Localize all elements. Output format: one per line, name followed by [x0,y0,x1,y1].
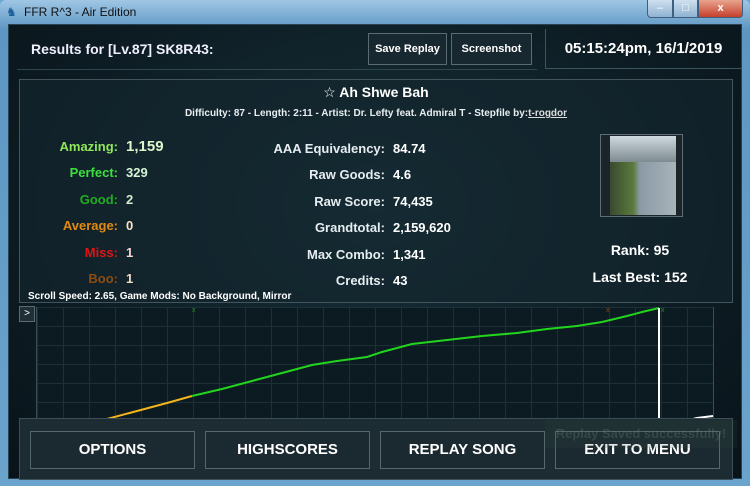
graph-line-early [36,395,193,432]
options-button[interactable]: OPTIONS [30,431,195,469]
stat-value: 43 [393,273,408,288]
window-title: FFR R^3 - Air Edition [24,5,137,19]
stat-label: Raw Goods: [309,167,385,183]
judgement-label: Perfect: [69,165,118,181]
stat-value: 2,159,620 [393,220,451,236]
title-bar: ♞ FFR R^3 - Air Edition – □ x [0,0,750,24]
song-meta: Difficulty: 87 - Length: 2:11 - Artist: … [20,108,732,119]
toast-message: Replay Saved successfully! [545,420,737,448]
judgement-value: 1 [126,271,134,286]
stat-row: Raw Goods: 4.6 [20,166,411,184]
miss-marker: x [192,307,196,314]
score-graph-svg: x x x [36,307,714,433]
judgement-label: Average: [62,218,118,234]
results-panel: ☆ Ah Shwe Bah Difficulty: 87 - Length: 2… [19,79,733,303]
stat-value: 1,341 [393,246,426,262]
bottom-bar: OPTIONS HIGHSCORES REPLAY SONG EXIT TO M… [19,418,733,480]
stat-label: AAA Equivalency: [273,141,386,156]
stat-row: Max Combo: 1,341 [20,246,426,264]
stepfile-author-link[interactable]: t-rogdor [528,108,568,119]
stat-row: Credits: 43 [20,272,408,290]
stat-value: 74,435 [393,193,433,209]
game-mods: Scroll Speed: 2.65, Game Mods: No Backgr… [28,291,292,302]
stat-value: 84.74 [393,141,426,156]
stat-row: Raw Score: 74,435 [20,193,433,211]
datetime: 05:15:24pm, 16/1/2019 [545,29,741,69]
highscores-button[interactable]: HIGHSCORES [205,431,370,469]
graph-line-main [191,307,660,397]
page-title: Results for [Lv.87] SK8R43: [31,41,214,57]
judgement-label: Miss: [84,244,118,260]
judgement-miss: Miss: 1 [20,244,133,262]
judgement-value: 1 [126,244,134,260]
divider [17,69,537,70]
stat-label: Max Combo: [307,246,385,262]
avatar [600,134,683,217]
close-button[interactable]: x [698,0,743,18]
stat-label: Credits: [335,273,385,288]
judgement-value: 1,159 [126,138,164,155]
screenshot-button[interactable]: Screenshot [451,33,532,65]
judgement-label: Good: [79,191,118,207]
judgement-label: Boo: [88,271,118,286]
judgement-amazing: Amazing: 1,159 [20,138,164,156]
app-icon: ♞ [6,5,17,19]
judgement-good: Good: 2 [20,191,134,209]
replay-song-button[interactable]: REPLAY SONG [380,431,545,469]
song-title: Ah Shwe Bah [339,84,429,100]
expand-graph-button[interactable]: > [19,306,35,322]
stat-value: 4.6 [393,167,412,183]
stat-row: AAA Equivalency: 84.74 [20,140,426,158]
save-replay-button[interactable]: Save Replay [368,33,447,65]
song-meta-text: Difficulty: 87 - Length: 2:11 - Artist: … [184,108,529,119]
stat-label: Raw Score: [314,193,385,209]
rank: Rank: 95 [610,242,670,258]
judgement-value: 2 [126,191,134,207]
minimize-button[interactable]: – [647,0,673,18]
judgement-boo: Boo: 1 [20,270,133,288]
judgement-label: Amazing: [59,139,119,154]
graph-line-end [658,308,714,433]
avatar-image-sky [610,136,676,162]
judgement-average: Average: 0 [20,217,133,235]
judgement-value: 0 [126,218,134,234]
judgement-value: 329 [126,165,148,181]
last-best: Last Best: 152 [592,269,688,285]
boo-marker: x [606,307,610,314]
maximize-button[interactable]: □ [673,0,698,18]
score-graph: x x x [36,307,714,433]
stat-row: Grandtotal: 2,159,620 [20,219,451,237]
results-screen: Results for [Lv.87] SK8R43: Save Replay … [8,24,742,480]
song-title-row: ☆ Ah Shwe Bah [20,84,732,101]
star-outline-icon[interactable]: ☆ [323,84,336,100]
judgement-perfect: Perfect: 329 [20,164,148,182]
stat-label: Grandtotal: [314,220,385,236]
miss-marker: x [661,307,665,314]
exit-to-menu-button[interactable]: EXIT TO MENU [555,431,720,469]
